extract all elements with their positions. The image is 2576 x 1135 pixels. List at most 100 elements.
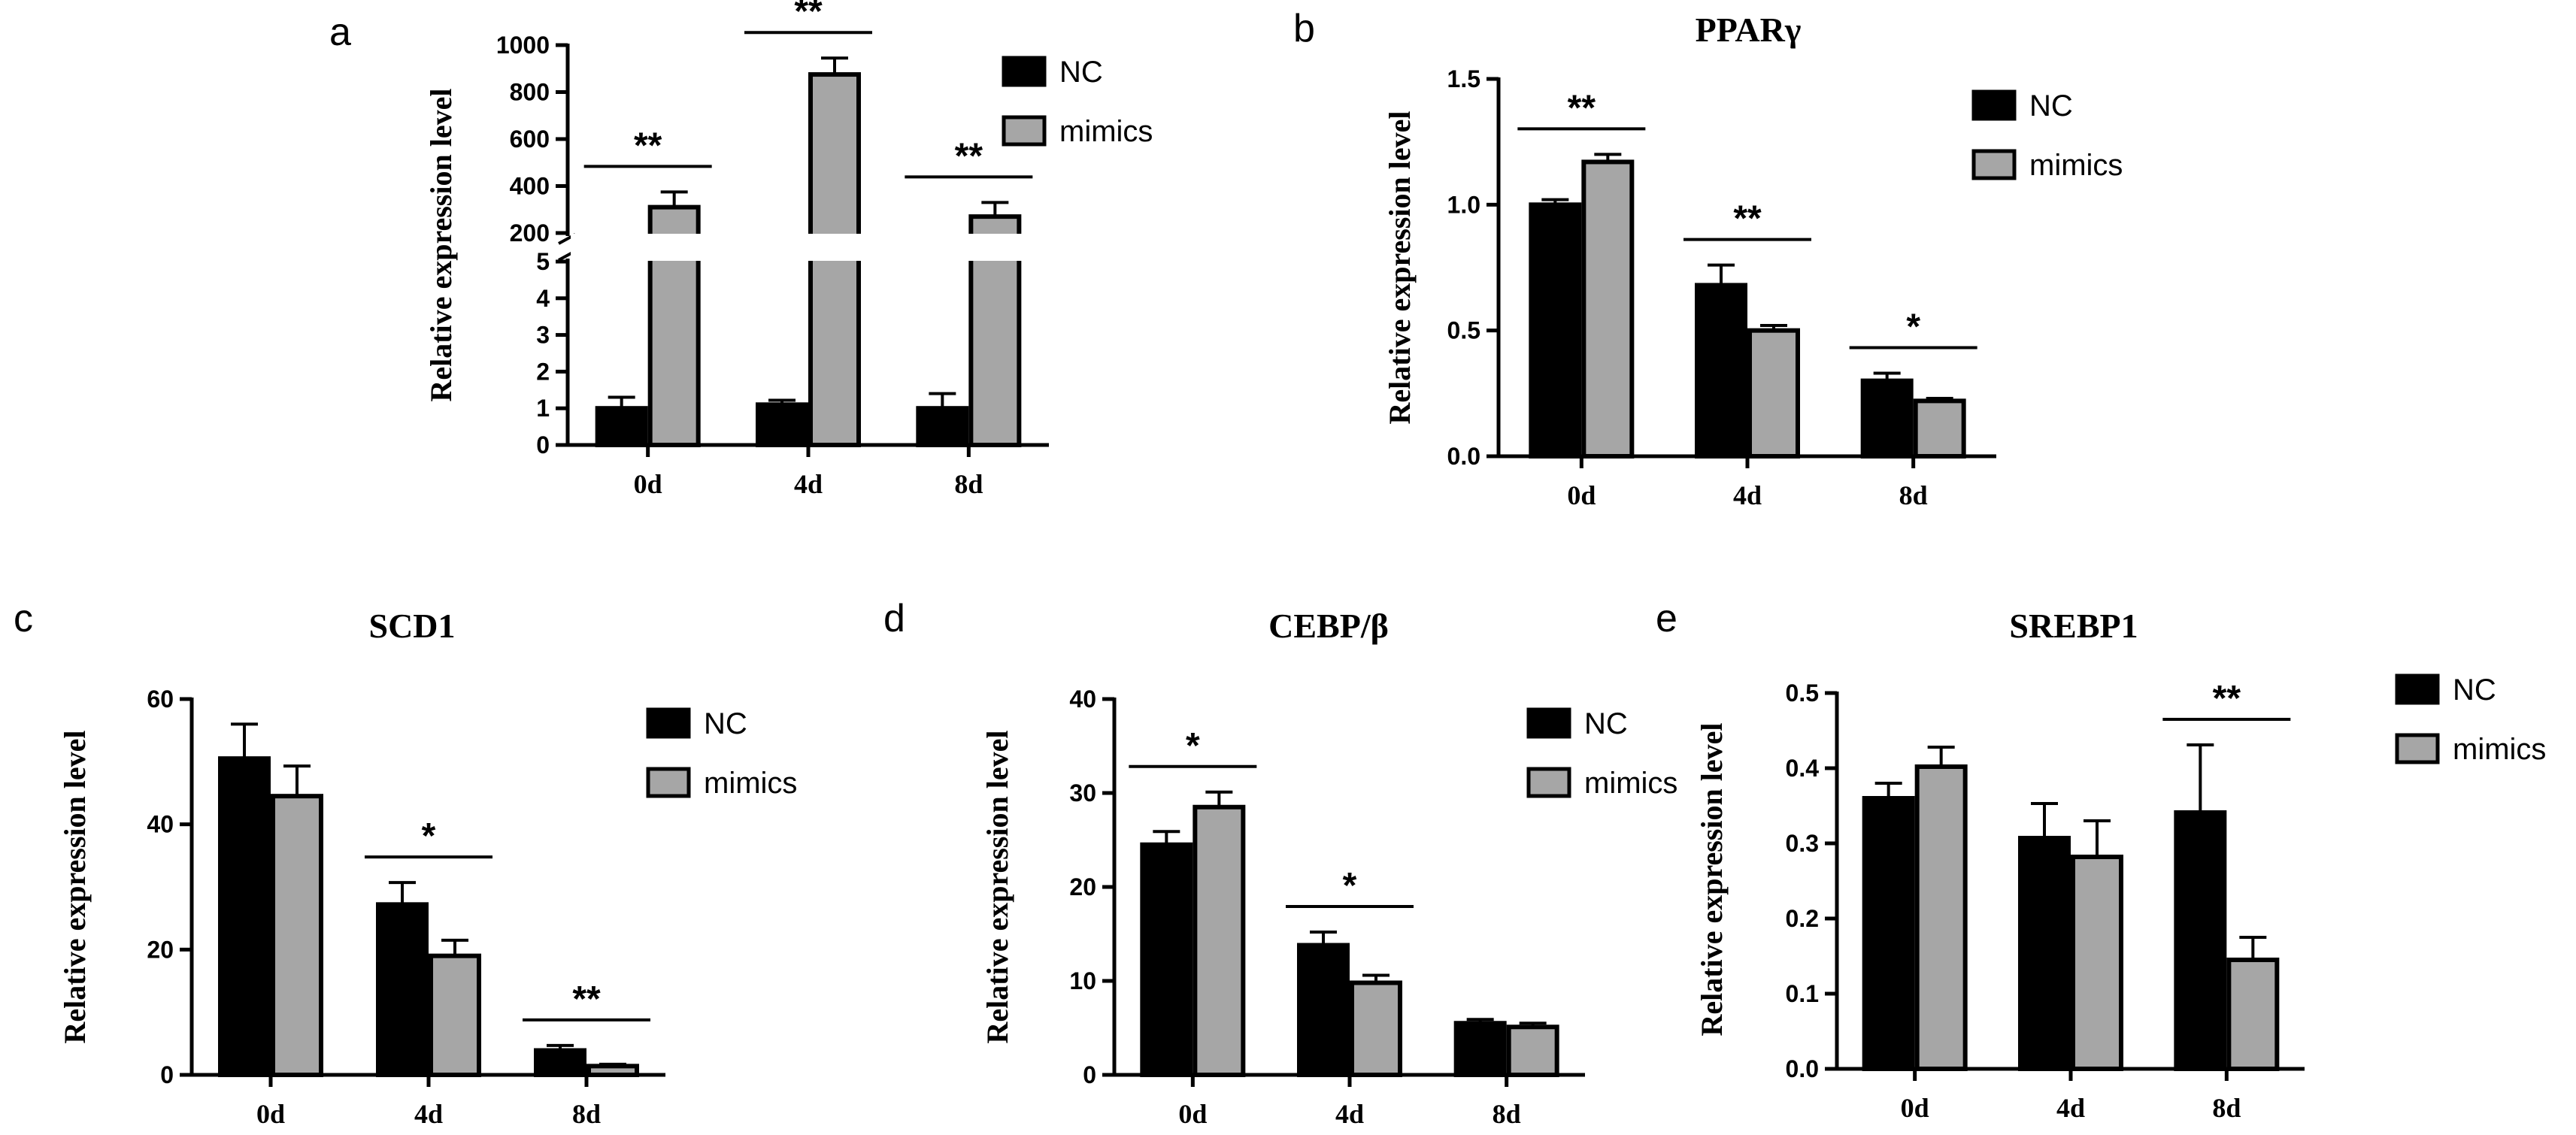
y-tick-label: 0.2 <box>1786 905 1819 932</box>
y-tick-label: 20 <box>1069 873 1096 900</box>
legend-swatch-nc <box>1002 56 1047 87</box>
legend-label-mimics: mimics <box>2029 149 2123 182</box>
y-axis-label: Relative expression level <box>1695 723 1729 1037</box>
y-axis-label: Relative expression level <box>980 731 1014 1044</box>
bar-nc-4d <box>756 402 808 448</box>
y-axis-label: Relative expression level <box>58 731 92 1044</box>
y-axis-label: Relative expression level <box>1383 111 1417 425</box>
x-tick-label: 8d <box>572 1099 601 1129</box>
y-tick-label: 20 <box>147 936 174 963</box>
x-tick-label: 8d <box>1899 480 1928 510</box>
y-tick-label: 0 <box>160 1061 174 1088</box>
significance-marker: ** <box>2213 679 2241 719</box>
legend-swatch-nc <box>2395 673 2440 705</box>
significance-marker: ** <box>572 979 601 1019</box>
y-tick-label: 0.4 <box>1786 755 1820 782</box>
x-tick-label: 4d <box>1733 480 1762 510</box>
x-tick-label: 4d <box>2056 1093 2085 1123</box>
y-tick-label: 1000 <box>496 32 550 59</box>
bar-nc-8d <box>1860 378 1914 459</box>
legend-swatch-mimics <box>646 767 691 798</box>
chart-title: SREBP1 <box>2009 607 2138 645</box>
y-tick-label: 800 <box>510 79 550 106</box>
y-tick-label: 0 <box>536 431 550 459</box>
y-tick-label: 30 <box>1069 779 1096 807</box>
bar-mimics-4d <box>1350 980 1402 1077</box>
bar-mimics-8d <box>2226 958 2280 1071</box>
significance-marker: * <box>1186 726 1200 766</box>
bar-nc-4d <box>1695 283 1747 459</box>
bar-nc-4d <box>1297 943 1350 1077</box>
y-tick-label: 0.3 <box>1786 830 1819 857</box>
x-tick-label: 8d <box>954 469 983 499</box>
x-tick-label: 4d <box>414 1099 443 1129</box>
axis-break-gap <box>571 234 1052 261</box>
bar-nc-8d <box>2174 810 2227 1071</box>
chart-title: PPARγ <box>1696 11 1802 49</box>
y-tick-label: 10 <box>1069 967 1096 994</box>
legend-swatch-nc <box>1526 707 1571 739</box>
y-tick-label: 40 <box>147 811 174 838</box>
significance-marker: ** <box>634 126 662 165</box>
y-tick-label: 0.1 <box>1786 980 1819 1007</box>
x-tick-label: 8d <box>1493 1099 1521 1129</box>
bar-mimics-4d <box>2071 855 2123 1071</box>
bar-nc-0d <box>1140 842 1193 1077</box>
legend-label-nc: NC <box>1584 707 1628 740</box>
y-tick-label: 1.0 <box>1447 191 1480 218</box>
y-tick-label: 0 <box>1083 1061 1096 1088</box>
y-tick-label: 5 <box>536 248 550 275</box>
y-tick-label: 0.5 <box>1786 679 1819 707</box>
legend-label-mimics: mimics <box>1584 767 1677 800</box>
y-tick-label: 0.5 <box>1447 317 1480 344</box>
y-tick-label: 3 <box>536 322 550 349</box>
bar-mimics-0d <box>1193 804 1246 1077</box>
significance-marker: ** <box>1568 88 1596 128</box>
y-tick-label: 200 <box>510 219 550 247</box>
y-tick-label: 0.0 <box>1786 1055 1819 1082</box>
legend-label-nc: NC <box>2029 89 2073 123</box>
x-tick-label: 0d <box>256 1099 285 1129</box>
y-tick-label: 60 <box>147 686 174 713</box>
x-tick-label: 8d <box>2212 1093 2241 1123</box>
legend-label-mimics: mimics <box>2453 733 2546 766</box>
legend-label-mimics: mimics <box>1059 115 1153 148</box>
bar-mimics-8d <box>1913 398 1966 459</box>
chart-title: SCD1 <box>368 607 455 645</box>
panel-label: a <box>329 11 351 54</box>
bar-nc-8d <box>534 1048 586 1077</box>
significance-marker: * <box>422 816 436 856</box>
x-tick-label: 0d <box>1901 1093 1929 1123</box>
panel-label: c <box>14 597 33 640</box>
x-tick-label: 4d <box>1335 1099 1364 1129</box>
bar-nc-0d <box>595 406 648 448</box>
y-tick-label: 400 <box>510 173 550 200</box>
y-tick-label: 4 <box>536 285 550 312</box>
legend-label-nc: NC <box>704 707 747 740</box>
bar-mimics-0d <box>1914 764 1968 1071</box>
y-tick-label: 40 <box>1069 686 1096 713</box>
bar-mimics-8d <box>1506 1025 1559 1077</box>
bar-mimics-0d <box>1581 159 1635 459</box>
significance-marker: ** <box>794 0 823 32</box>
legend-swatch-mimics <box>1971 149 2017 180</box>
bar-nc-0d <box>1529 202 1582 459</box>
chart-title: CEBP/β <box>1268 607 1389 645</box>
x-tick-label: 0d <box>634 469 662 499</box>
bar-nc-4d <box>2018 836 2071 1071</box>
bar-nc-4d <box>376 902 429 1078</box>
legend-swatch-mimics <box>1002 115 1047 147</box>
x-tick-label: 0d <box>1567 480 1596 510</box>
y-tick-label: 600 <box>510 126 550 153</box>
legend-label-nc: NC <box>1059 56 1103 89</box>
legend-swatch-mimics <box>2395 733 2440 764</box>
y-tick-label: 1 <box>536 395 550 422</box>
bar-mimics-0d <box>271 794 323 1077</box>
legend-label-nc: NC <box>2453 673 2496 707</box>
y-tick-label: 0.0 <box>1447 443 1480 470</box>
y-tick-label: 2 <box>536 358 550 385</box>
x-tick-label: 4d <box>794 469 823 499</box>
legend-swatch-nc <box>1971 89 2017 121</box>
bar-nc-0d <box>218 756 271 1078</box>
panel-label: e <box>1656 597 1677 640</box>
